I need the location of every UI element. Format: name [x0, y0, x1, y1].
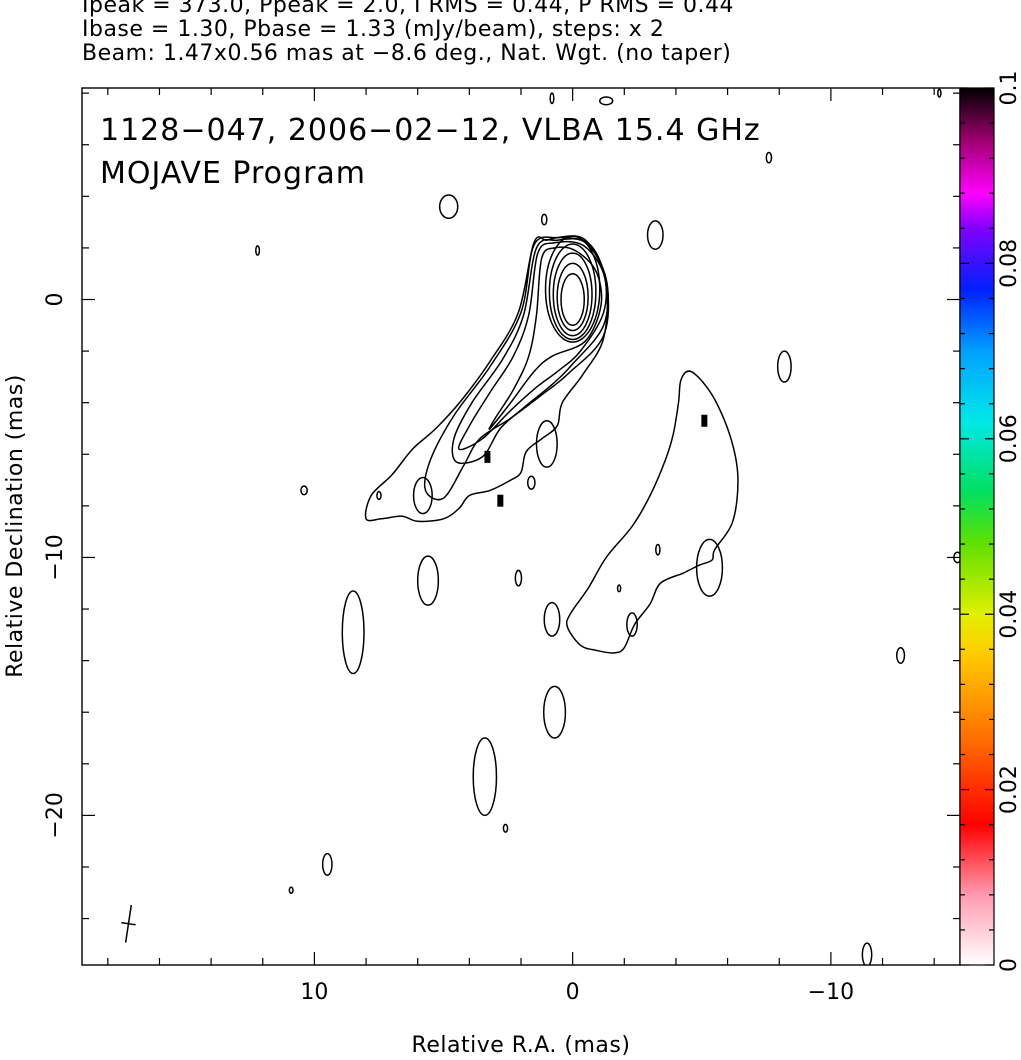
contour-component-16 — [695, 538, 724, 597]
colorbar-tick-label: 0.04 — [997, 590, 1021, 639]
peak-rms-line: Ipeak = 373.0, Ppeak = 2.0, I RMS = 0.44… — [82, 0, 734, 18]
contour-component-13 — [341, 590, 365, 675]
contour-component-9 — [412, 476, 433, 515]
contour-component-15 — [626, 612, 638, 637]
y-tick-label: −20 — [43, 792, 68, 838]
contour-component-12 — [416, 555, 440, 606]
contour-component-5 — [438, 194, 459, 220]
base-steps-line: Ibase = 1.30, Pbase = 1.33 (mJy/beam), s… — [82, 17, 665, 42]
contour-component-29 — [599, 96, 614, 106]
colorbar-ticks: 0 0.02 0.04 0.06 0.08 0.1 — [960, 71, 1021, 972]
contour-jet-level-1 — [488, 246, 603, 430]
contour-component-3 — [765, 151, 773, 164]
contour-jet-level-2 — [457, 240, 608, 451]
contour-component-11 — [300, 485, 308, 496]
contour-core-level-5 — [544, 235, 601, 343]
polarization-mark-3 — [701, 414, 708, 427]
contour-component-19 — [321, 852, 333, 876]
contour-component-26 — [616, 584, 622, 593]
polarization-layer — [484, 414, 708, 507]
contour-component-2 — [776, 350, 792, 383]
contour-component-23 — [895, 646, 906, 664]
polarization-mark-1 — [497, 494, 504, 507]
y-axis-label: Relative Declination (mas) — [3, 374, 28, 678]
x-tick-label: −10 — [808, 980, 854, 1005]
contour-component-25 — [655, 543, 661, 556]
axis-ticks — [82, 88, 960, 965]
y-tick-label: −10 — [43, 534, 68, 580]
beam-ellipse — [121, 904, 136, 943]
contour-outer-jet — [364, 236, 609, 523]
colorbar-tick-label: 0.1 — [997, 71, 1021, 106]
contour-component-18 — [472, 737, 498, 817]
colorbar — [959, 87, 995, 966]
colorbar-tick-label: 0.02 — [997, 765, 1021, 814]
x-tick-label: 0 — [566, 980, 580, 1005]
contour-core-level-1 — [560, 272, 586, 327]
colorbar-tick-label: 0.08 — [997, 239, 1021, 288]
y-tick-labels: 0 −10 −20 — [43, 293, 68, 839]
contour-component-10 — [376, 490, 382, 501]
contour-component-28 — [549, 92, 555, 105]
contour-core-level-4 — [548, 243, 597, 341]
polarization-mark-2 — [484, 450, 491, 463]
plot-title-line-1: 1128−047, 2006−02−12, VLBA 15.4 GHz — [100, 113, 761, 148]
contour-component-30 — [937, 88, 942, 98]
x-tick-labels: 10 0 −10 — [300, 980, 854, 1005]
beam-cross — [121, 904, 136, 943]
beam-minor-axis — [121, 921, 136, 926]
plot-frame — [81, 87, 961, 966]
y-tick-label: 0 — [43, 293, 68, 307]
contour-component-6 — [255, 245, 261, 256]
contour-component-20 — [288, 886, 294, 895]
contour-component-8 — [526, 475, 536, 490]
contour-core-level-3 — [552, 252, 593, 337]
contour-component-7 — [535, 419, 558, 468]
x-tick-label: 10 — [300, 980, 328, 1005]
colorbar-tick-label: 0.06 — [997, 414, 1021, 463]
contour-southwest-jet — [565, 370, 739, 654]
x-axis-label: Relative R.A. (mas) — [412, 1033, 631, 1058]
plot-title-line-2: MOJAVE Program — [100, 156, 366, 191]
header-info: Ipeak = 373.0, Ppeak = 2.0, I RMS = 0.44… — [82, 0, 734, 66]
contour-component-21 — [861, 942, 873, 965]
contour-component-24 — [514, 569, 523, 587]
colorbar-tick-label: 0 — [997, 958, 1021, 972]
contour-component-14 — [543, 601, 561, 637]
contour-component-17 — [542, 685, 567, 739]
contour-jet-level-4 — [423, 235, 610, 501]
contour-layer — [255, 88, 960, 965]
contour-component-1 — [646, 220, 664, 250]
beam-line: Beam: 1.47x0.56 mas at −8.6 deg., Nat. W… — [82, 41, 732, 66]
contour-component-4 — [540, 213, 548, 226]
contour-component-27 — [502, 823, 509, 833]
contour-core-level-2 — [556, 262, 589, 332]
